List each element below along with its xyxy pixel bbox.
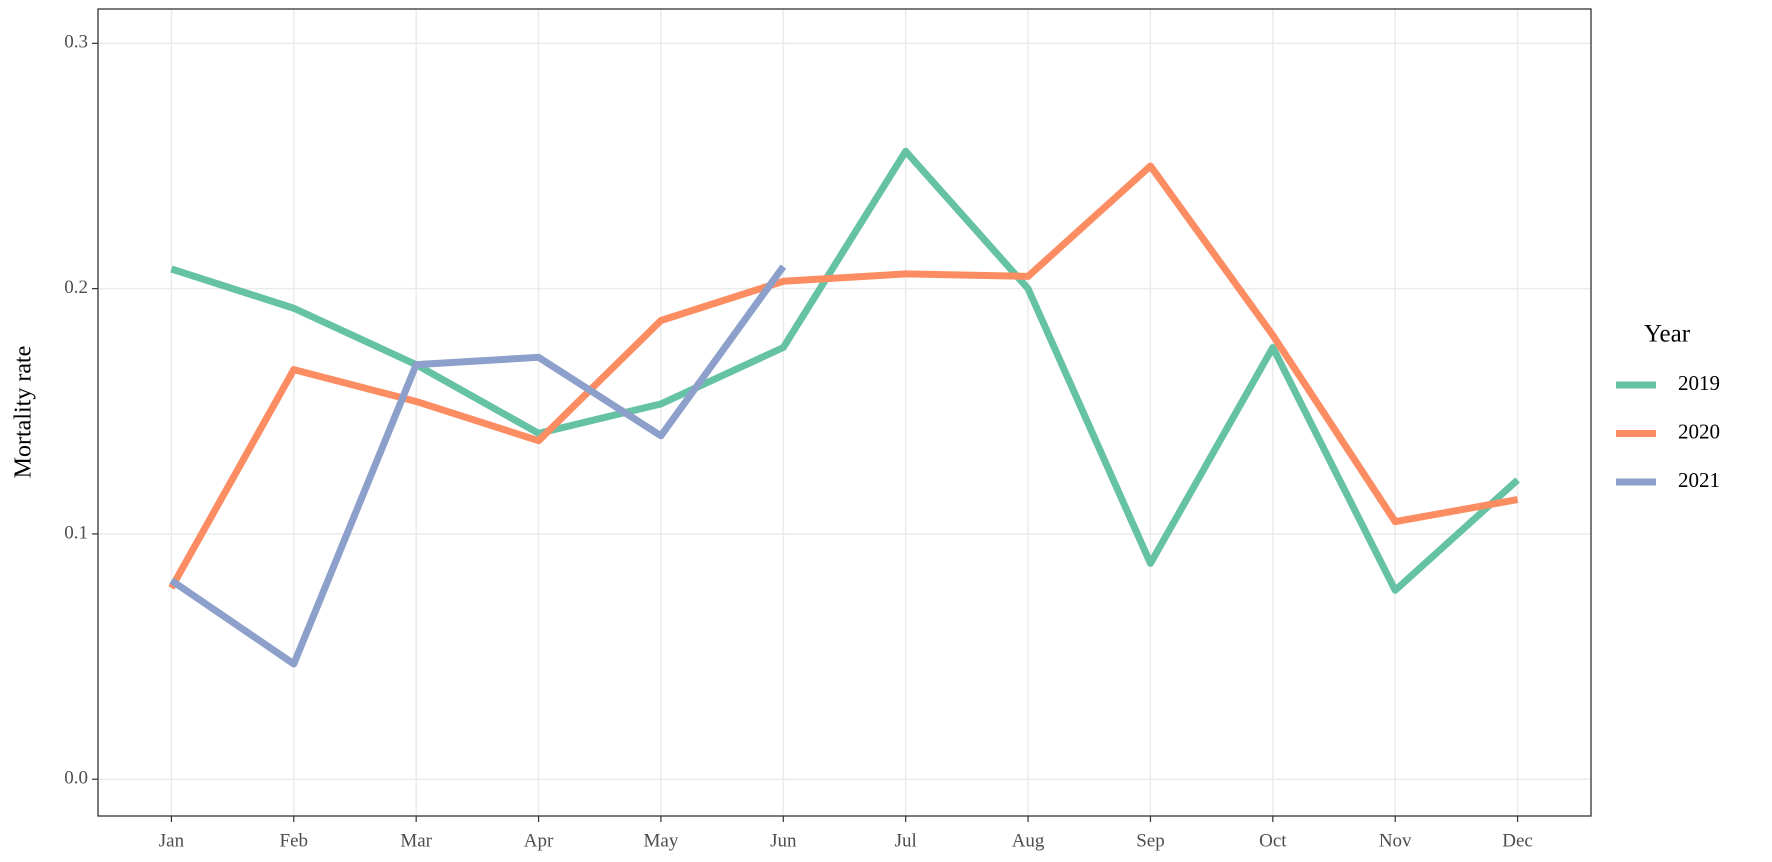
x-tick-label: Mar (400, 830, 432, 851)
legend-label: 2020 (1678, 419, 1720, 443)
x-tick-label: Sep (1136, 830, 1165, 851)
y-tick-label: 0.1 (64, 522, 88, 543)
x-tick-label: Feb (280, 830, 309, 851)
plot-border (97, 8, 1592, 817)
x-tick-label: Jul (895, 830, 917, 851)
y-axis-label: Mortality rate (11, 346, 37, 479)
legend-title: Year (1644, 321, 1691, 348)
y-tick-label: 0.2 (64, 277, 88, 298)
x-tick-label: Aug (1012, 830, 1045, 851)
x-tick-label: Oct (1259, 830, 1287, 851)
x-tick-label: Jun (770, 830, 797, 851)
x-tick-label: Dec (1502, 830, 1533, 851)
y-tick-label: 0.3 (64, 32, 88, 53)
series-line (169, 264, 787, 668)
y-tick-label: 0.0 (64, 768, 88, 789)
x-tick-label: Jan (159, 830, 185, 851)
series-line (168, 162, 1519, 590)
legend-label: 2021 (1678, 468, 1720, 492)
series-line (170, 147, 1520, 594)
x-tick-label: Nov (1379, 830, 1412, 851)
legend-label: 2019 (1678, 371, 1720, 395)
x-tick-label: May (644, 830, 679, 851)
x-tick-label: Apr (524, 830, 554, 851)
